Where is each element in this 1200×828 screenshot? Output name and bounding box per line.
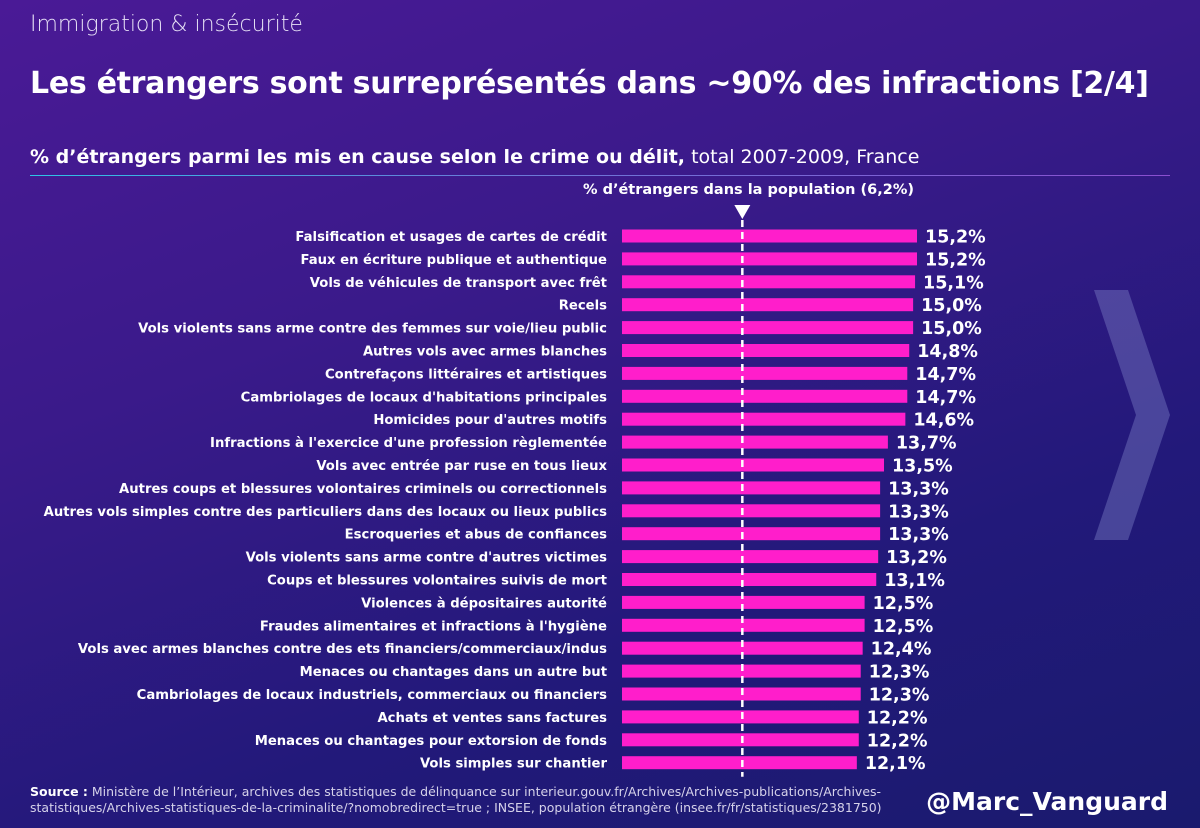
value-label: 12,2%: [867, 708, 928, 728]
bar: [622, 527, 881, 541]
category-label: Coups et blessures volontaires suivis de…: [267, 574, 607, 589]
value-label: 12,3%: [869, 663, 930, 683]
page-title: Les étrangers sont surreprésentés dans ~…: [30, 66, 1149, 101]
category-label: Falsification et usages de cartes de cré…: [295, 229, 607, 245]
bar: [622, 412, 906, 426]
value-label: 12,5%: [873, 617, 934, 637]
bar: [622, 641, 863, 655]
bar: [622, 344, 910, 357]
category-label: Recels: [559, 299, 607, 314]
source-note: Source : Ministère de l’Intérieur, archi…: [30, 784, 910, 816]
bar: [622, 298, 914, 312]
author-handle: @Marc_Vanguard: [926, 787, 1168, 816]
bar: [622, 481, 881, 495]
value-label: 12,3%: [869, 686, 930, 706]
value-label: 14,6%: [913, 411, 974, 431]
category-label: Vols de véhicules de transport avec frêt: [310, 275, 607, 291]
value-label: 15,0%: [921, 319, 982, 339]
reference-line-label: % d’étrangers dans la population (6,2%): [583, 182, 915, 198]
category-label: Escroqueries et abus de confiances: [345, 528, 607, 543]
value-label: 12,4%: [871, 640, 932, 660]
bar: [622, 710, 859, 724]
value-label: 14,8%: [917, 342, 978, 362]
category-label: Autres vols avec armes blanches: [363, 345, 607, 360]
category-label: Cambriolages de locaux industriels, comm…: [137, 688, 607, 703]
category-label: Achats et ventes sans factures: [377, 711, 607, 726]
value-label: 15,0%: [921, 296, 982, 316]
chart-subtitle: % d’étrangers parmi les mis en cause sel…: [30, 146, 919, 168]
category-label: Infractions à l'exercice d'une professio…: [210, 435, 607, 451]
topic-label: Immigration & insécurité: [30, 12, 303, 37]
bar: [622, 252, 917, 266]
value-label: 12,1%: [865, 754, 926, 774]
bar: [622, 618, 865, 632]
bar: [622, 550, 879, 564]
value-label: 14,7%: [915, 365, 976, 385]
bar: [622, 756, 857, 770]
title-divider: [30, 175, 1170, 176]
bar: [622, 229, 917, 243]
category-label: Contrefaçons littéraires et artistiques: [325, 366, 607, 382]
bar: [622, 366, 908, 380]
category-label: Vols avec entrée par ruse en tous lieux: [316, 458, 607, 474]
value-label: 13,5%: [892, 457, 953, 477]
value-label: 15,2%: [925, 228, 986, 248]
value-label: 15,2%: [925, 250, 986, 270]
reference-layer: [734, 205, 751, 777]
value-label: 13,1%: [884, 571, 945, 591]
triangle-down-icon: [734, 205, 751, 219]
chevron-right-icon[interactable]: [1092, 290, 1174, 540]
value-label: 13,3%: [888, 525, 949, 545]
category-label: Cambriolages de locaux d'habitations pri…: [241, 390, 607, 405]
bar: [622, 435, 888, 449]
category-label: Menaces ou chantages pour extorsion de f…: [255, 734, 607, 749]
bar: [622, 321, 914, 335]
bars-layer: Falsification et usages de cartes de cré…: [44, 228, 986, 775]
category-label: Homicides pour d'autres motifs: [373, 413, 607, 428]
value-label: 13,3%: [888, 502, 949, 522]
category-label: Vols avec armes blanches contre des ets …: [78, 642, 607, 657]
chart-subtitle-rest: total 2007-2009, France: [685, 146, 920, 168]
category-label: Violences à dépositaires autorité: [361, 595, 607, 611]
category-label: Autres coups et blessures volontaires cr…: [119, 482, 607, 497]
bar: [622, 504, 881, 518]
category-label: Vols violents sans arme contre des femme…: [138, 322, 607, 337]
bar: [622, 573, 877, 586]
bar: [622, 595, 865, 609]
category-label: Menaces ou chantages dans un autre but: [300, 665, 607, 680]
value-label: 13,3%: [888, 479, 949, 499]
value-label: 14,7%: [915, 388, 976, 408]
category-label: Vols violents sans arme contre d'autres …: [246, 551, 608, 566]
bar: [622, 458, 885, 472]
category-label: Faux en écriture publique et authentique: [301, 252, 608, 268]
bar: [622, 389, 908, 403]
value-label: 13,2%: [886, 548, 947, 568]
value-label: 12,2%: [867, 731, 928, 751]
value-label: 15,1%: [923, 273, 984, 293]
value-label: 13,7%: [896, 434, 957, 454]
category-label: Autres vols simples contre des particuli…: [44, 505, 608, 520]
bar: [622, 275, 916, 289]
category-label: Vols simples sur chantier: [420, 757, 608, 772]
category-label: Fraudes alimentaires et infractions à l'…: [260, 618, 607, 634]
source-text: Ministère de l’Intérieur, archives des s…: [30, 784, 882, 815]
bar: [622, 733, 859, 747]
chart-subtitle-bold: % d’étrangers parmi les mis en cause sel…: [30, 146, 686, 168]
value-label: 12,5%: [873, 594, 934, 614]
source-label: Source :: [30, 784, 88, 799]
bar: [622, 664, 861, 678]
